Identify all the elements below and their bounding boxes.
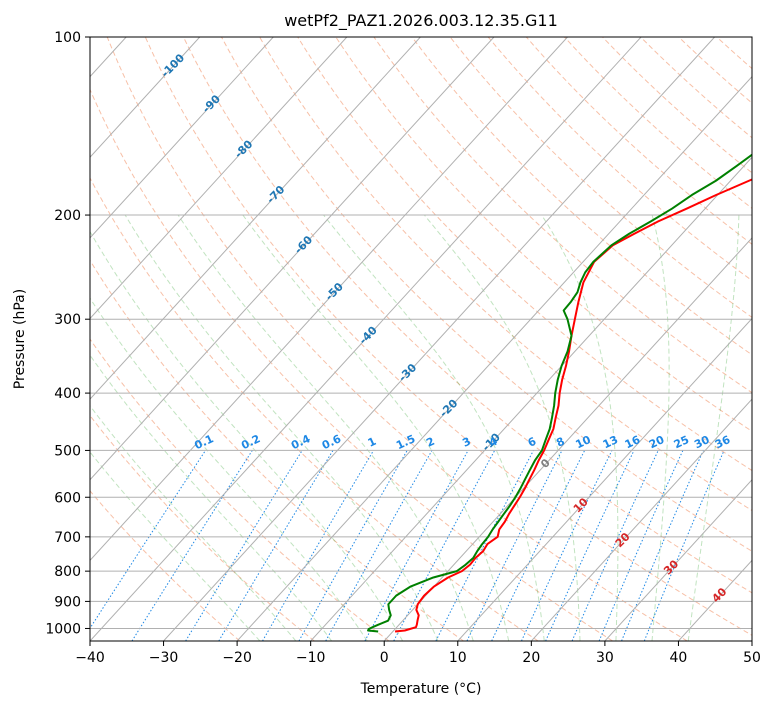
isotherm-line xyxy=(457,317,752,641)
isotherms xyxy=(90,37,752,641)
y-tick-label: 300 xyxy=(54,312,81,328)
moist-adiabats xyxy=(90,214,740,641)
isotherm-line xyxy=(90,37,568,562)
moist-adiabat-line xyxy=(124,214,439,641)
x-tick-label: 50 xyxy=(743,650,761,666)
y-axis-title: Pressure (hPa) xyxy=(12,289,28,389)
moist-adiabat-line xyxy=(90,354,333,641)
y-tick-label: 100 xyxy=(54,30,81,46)
moist-adiabat-line xyxy=(651,214,670,641)
x-tick-label: 0 xyxy=(380,650,389,666)
dry-adiabat-line xyxy=(411,37,752,356)
x-tick-label: −40 xyxy=(75,650,105,666)
y-tick-label: 600 xyxy=(54,490,81,506)
mixing-ratio-line xyxy=(435,450,534,641)
temperature-profile-line xyxy=(394,178,752,633)
moist-adiabat-line xyxy=(541,214,619,641)
moist-adiabat-line xyxy=(323,214,545,641)
dry-adiabat-line xyxy=(90,88,613,641)
moist-adiabat-line xyxy=(177,214,474,641)
x-tick-label: 40 xyxy=(670,650,688,666)
y-tick-label: 200 xyxy=(54,208,81,224)
dry-adiabat-line xyxy=(90,414,315,641)
x-tick-label: 20 xyxy=(522,650,540,666)
isotherm-line xyxy=(383,237,752,641)
dry-adiabat-line xyxy=(259,37,752,512)
mixing-ratio-line xyxy=(545,450,635,641)
mixing-ratio-line xyxy=(491,450,586,641)
x-tick-label: −20 xyxy=(222,650,252,666)
mixing-ratio-line xyxy=(598,450,684,641)
isotherm-line xyxy=(90,37,421,400)
isotherm-line xyxy=(90,37,274,239)
y-tick-label: 700 xyxy=(54,530,81,546)
dry-adiabat-line xyxy=(182,37,752,594)
dry-adiabat-line xyxy=(90,176,539,641)
moist-adiabat-line xyxy=(90,297,368,641)
x-tick-label: −30 xyxy=(149,650,179,666)
y-axis-ticks: 100 200 300 400 500 600 700 800 900 1000 xyxy=(45,30,90,637)
mixing-ratio-line xyxy=(90,450,206,630)
mixing-ratio-line xyxy=(325,450,433,641)
plot-area: -100-90-80-70-60-50-40-30-20-10010203040… xyxy=(90,37,752,641)
dry-adiabat-line xyxy=(90,259,464,641)
moist-adiabat-line xyxy=(90,230,404,641)
x-axis-title: Temperature (°C) xyxy=(360,681,482,697)
mixing-ratio-label: 30 xyxy=(692,433,712,451)
moist-adiabat-line xyxy=(242,214,510,641)
mixing-ratio-line xyxy=(621,450,704,641)
x-tick-label: −10 xyxy=(296,650,326,666)
y-tick-label: 400 xyxy=(54,386,81,402)
y-tick-label: 800 xyxy=(54,564,81,580)
moist-adiabat-line xyxy=(687,215,740,641)
isotherm-line xyxy=(530,398,752,641)
mixing-ratio-label: 13 xyxy=(601,433,620,451)
mixing-ratio-line xyxy=(521,450,613,641)
dry-adiabats xyxy=(90,37,752,641)
isotherm-line xyxy=(90,37,201,159)
mixing-ratio-line xyxy=(364,450,469,641)
moist-adiabat-line xyxy=(90,451,261,641)
dry-adiabat-line xyxy=(90,338,390,641)
isotherm-line xyxy=(604,479,752,641)
x-tick-label: 10 xyxy=(449,650,467,666)
y-tick-label: 500 xyxy=(54,443,81,459)
isotherm-line xyxy=(310,156,752,641)
mixing-ratio-label: 10 xyxy=(574,433,594,451)
dry-adiabat-line xyxy=(221,37,752,552)
dry-adiabat-line xyxy=(373,37,752,394)
y-tick-label: 1000 xyxy=(45,621,81,637)
moist-adiabat-line xyxy=(423,214,581,641)
x-tick-label: 30 xyxy=(596,650,614,666)
isotherm-line xyxy=(163,37,716,641)
isotherm-line xyxy=(236,75,752,641)
dewpoint-profile-line xyxy=(367,153,752,633)
isotherm-line xyxy=(90,37,495,481)
x-axis-ticks: −40 −30 −20 −10 0 10 20 30 40 50 xyxy=(75,641,761,666)
mixing-ratio-label: 20 xyxy=(647,433,667,451)
mixing-ratio-line xyxy=(185,450,303,641)
moist-adiabat-line xyxy=(90,404,297,641)
mixing-ratio-label: 36 xyxy=(713,433,733,451)
mixing-ratio-label: 25 xyxy=(672,433,691,451)
plot-frame xyxy=(89,36,753,642)
dry-adiabat-line xyxy=(297,37,752,472)
mixing-ratio-line xyxy=(393,450,496,641)
dry-adiabat-line xyxy=(106,37,688,641)
y-tick-label: 900 xyxy=(54,594,81,610)
mixing-ratio-line xyxy=(571,450,659,641)
mixing-ratio-line xyxy=(298,450,408,641)
chart-title: wetPf2_PAZ1.2026.003.12.35.G11 xyxy=(284,11,558,31)
mixing-ratio-line xyxy=(218,450,334,641)
isotherm-line xyxy=(90,37,642,641)
profile-series xyxy=(367,153,752,633)
mixing-ratio-line xyxy=(131,450,253,641)
isotherm-line xyxy=(90,37,348,320)
mixing-ratio-label: 16 xyxy=(623,433,643,451)
